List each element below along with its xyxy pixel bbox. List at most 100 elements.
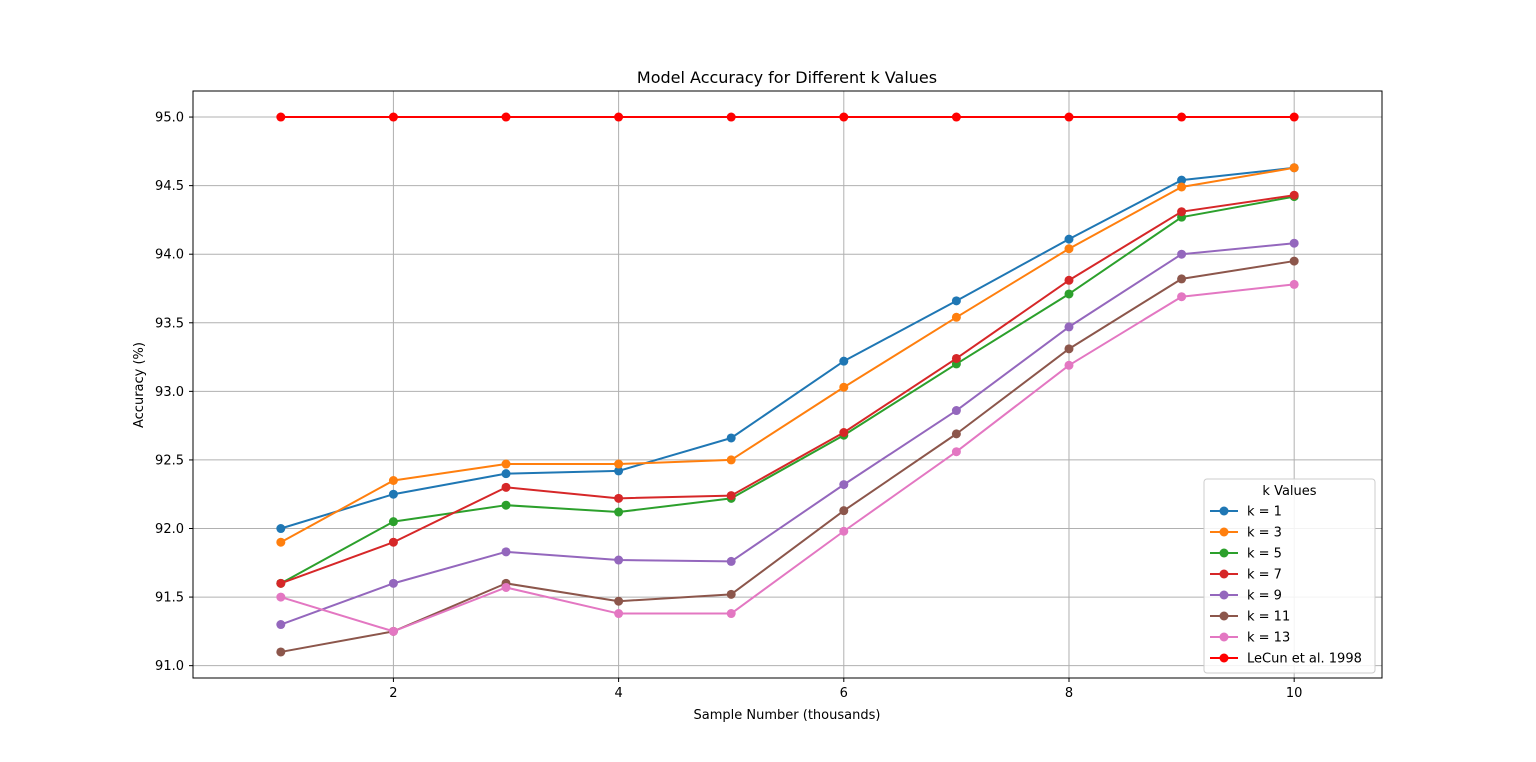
data-point bbox=[614, 466, 624, 476]
legend-marker bbox=[1219, 506, 1229, 516]
data-point bbox=[614, 596, 624, 606]
y-tick-label: 92.5 bbox=[155, 453, 184, 468]
legend-label: k = 9 bbox=[1247, 589, 1282, 604]
data-point bbox=[1064, 234, 1074, 244]
data-point bbox=[839, 480, 849, 490]
legend-item: k = 9 bbox=[1210, 589, 1282, 604]
series-k-3 bbox=[276, 163, 1299, 547]
legend-label: k = 11 bbox=[1247, 610, 1290, 625]
legend-item: k = 7 bbox=[1210, 568, 1282, 583]
legend-marker bbox=[1219, 653, 1229, 663]
data-point bbox=[839, 428, 849, 438]
data-point bbox=[276, 647, 286, 657]
data-point bbox=[1289, 256, 1299, 266]
data-point bbox=[951, 353, 961, 363]
data-point bbox=[839, 112, 849, 122]
data-point bbox=[1289, 279, 1299, 289]
series-line-k-9 bbox=[280, 242, 1295, 626]
data-point bbox=[501, 459, 511, 469]
legend-label: k = 13 bbox=[1247, 631, 1290, 646]
legend-marker bbox=[1219, 527, 1229, 537]
legend-label: k = 3 bbox=[1247, 526, 1282, 541]
legend-marker bbox=[1219, 590, 1229, 600]
data-point bbox=[951, 312, 961, 322]
data-point bbox=[276, 112, 286, 122]
series-k-1 bbox=[276, 163, 1299, 534]
data-point bbox=[1064, 244, 1074, 254]
data-point bbox=[1177, 292, 1187, 302]
y-tick-label: 91.5 bbox=[155, 591, 184, 606]
data-point bbox=[951, 296, 961, 306]
data-point bbox=[276, 524, 286, 534]
data-point bbox=[388, 537, 398, 547]
data-point bbox=[726, 556, 736, 566]
data-point bbox=[276, 537, 286, 547]
x-tick-label: 4 bbox=[614, 686, 622, 701]
data-point bbox=[501, 547, 511, 557]
y-tick-label: 95.0 bbox=[155, 111, 184, 126]
x-tick-label: 10 bbox=[1286, 686, 1303, 701]
legend-item: k = 5 bbox=[1210, 547, 1282, 562]
data-point bbox=[839, 356, 849, 366]
legend-item: k = 3 bbox=[1210, 526, 1282, 541]
legend-box bbox=[1203, 478, 1376, 674]
data-point bbox=[388, 626, 398, 636]
y-tick-label: 94.5 bbox=[155, 179, 184, 194]
data-point bbox=[1064, 289, 1074, 299]
series-k-7 bbox=[276, 190, 1299, 588]
legend-label: k = 1 bbox=[1247, 505, 1282, 520]
data-point bbox=[1064, 344, 1074, 354]
data-point bbox=[501, 112, 511, 122]
series-lecun-et-al-1998 bbox=[276, 112, 1299, 122]
legend-item: k = 1 bbox=[1210, 505, 1282, 520]
data-point bbox=[614, 555, 624, 565]
legend-marker bbox=[1219, 548, 1229, 558]
y-tick-label: 94.0 bbox=[155, 248, 184, 263]
x-axis: 2 4 6 8 10 bbox=[389, 678, 1302, 701]
series-line-k-13 bbox=[280, 283, 1295, 633]
x-tick-label: 2 bbox=[389, 686, 397, 701]
x-tick-label: 8 bbox=[1065, 686, 1073, 701]
data-point bbox=[1289, 112, 1299, 122]
data-point bbox=[1289, 190, 1299, 200]
series-group bbox=[276, 112, 1299, 657]
data-point bbox=[501, 582, 511, 592]
data-point bbox=[726, 433, 736, 443]
data-point bbox=[726, 589, 736, 599]
data-point bbox=[1289, 238, 1299, 248]
series-k-13 bbox=[276, 279, 1299, 636]
data-point bbox=[1064, 275, 1074, 285]
data-point bbox=[839, 526, 849, 536]
data-point bbox=[614, 609, 624, 619]
legend-item: k = 13 bbox=[1210, 631, 1290, 646]
data-point bbox=[1064, 112, 1074, 122]
series-line-k-3 bbox=[280, 166, 1295, 544]
legend-label: k = 5 bbox=[1247, 547, 1282, 562]
data-point bbox=[951, 406, 961, 416]
data-point bbox=[1064, 360, 1074, 370]
series-line-k-5 bbox=[280, 195, 1295, 585]
data-point bbox=[276, 578, 286, 588]
data-point bbox=[388, 578, 398, 588]
x-axis-label: Sample Number (thousands) bbox=[694, 708, 881, 723]
series-line-k-1 bbox=[280, 166, 1295, 530]
data-point bbox=[951, 447, 961, 457]
data-point bbox=[501, 469, 511, 479]
legend: k Values k = 1 k = 3 k = 5 k = 7 k = 9 k = 11 k… bbox=[1203, 478, 1376, 674]
data-point bbox=[951, 429, 961, 439]
legend-title: k Values bbox=[1262, 484, 1316, 499]
data-point bbox=[276, 620, 286, 630]
y-axis-label: Accuracy (%) bbox=[132, 342, 147, 428]
series-k-9 bbox=[276, 238, 1299, 630]
data-point bbox=[614, 507, 624, 517]
legend-marker bbox=[1219, 632, 1229, 642]
data-point bbox=[501, 500, 511, 510]
data-point bbox=[1177, 274, 1187, 284]
data-point bbox=[839, 382, 849, 392]
legend-item: LeCun et al. 1998 bbox=[1210, 652, 1362, 667]
legend-item: k = 11 bbox=[1210, 610, 1290, 625]
y-axis: 91.0 91.5 92.0 92.5 93.0 93.5 94.0 94.5 95.0 bbox=[155, 111, 193, 674]
data-point bbox=[1177, 112, 1187, 122]
data-point bbox=[614, 459, 624, 469]
